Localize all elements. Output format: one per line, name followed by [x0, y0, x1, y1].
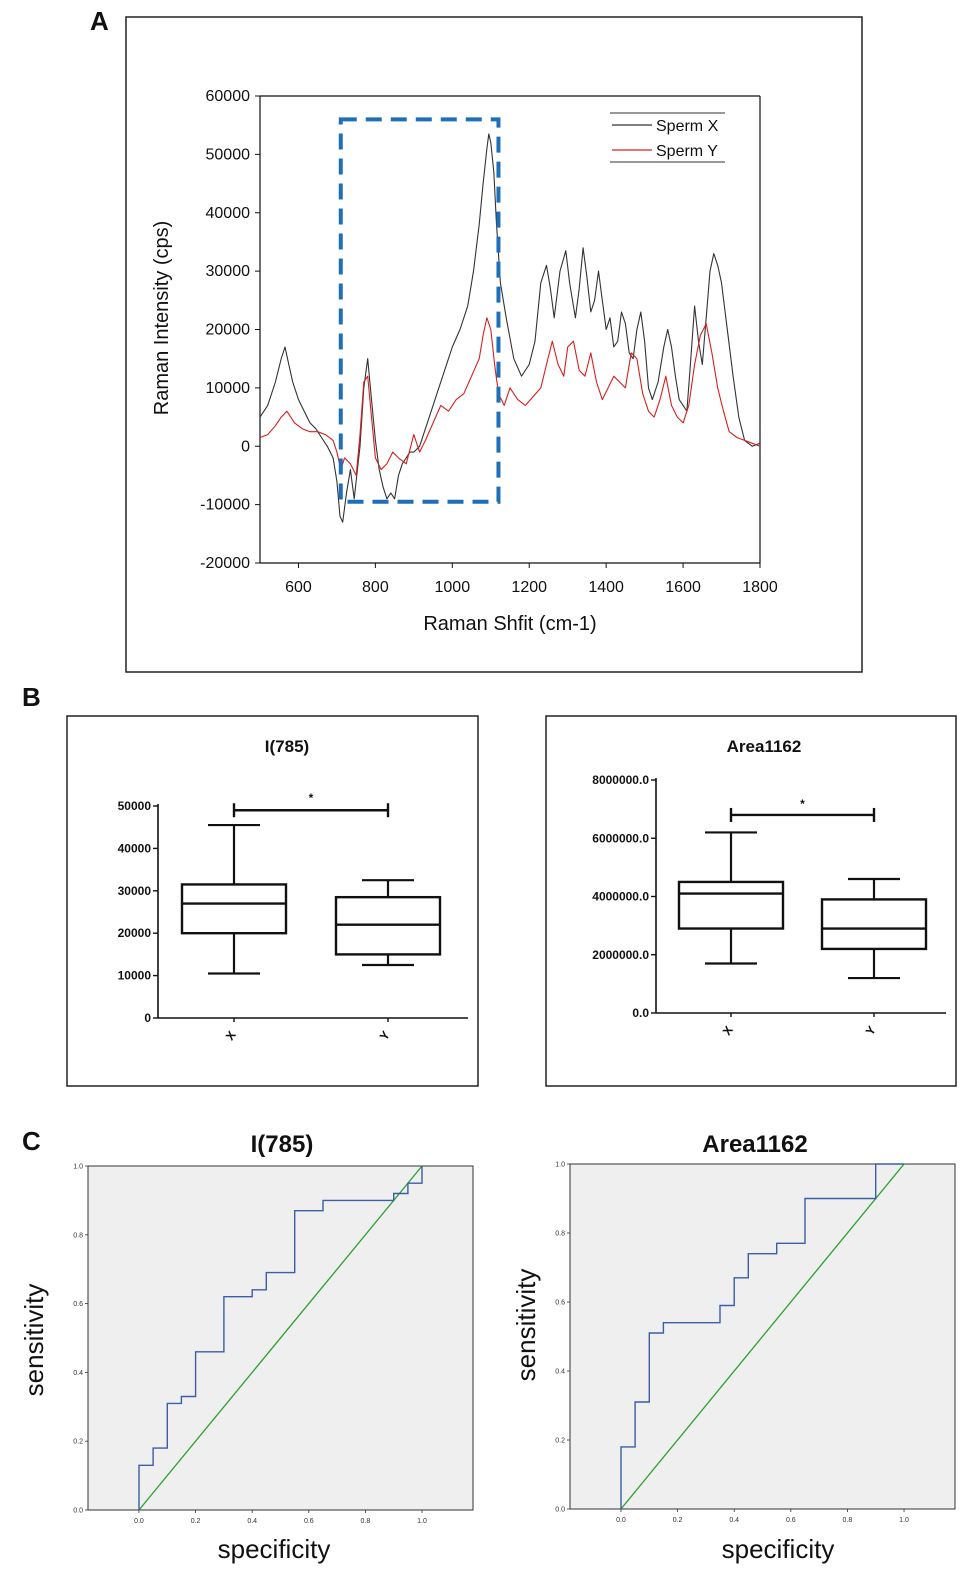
- roc-x-tick-label: 0.4: [729, 1517, 739, 1524]
- legend-label-sperm-x: Sperm X: [656, 118, 719, 135]
- box-X-category-label: X: [720, 1023, 736, 1038]
- roc-y-tick-label: 0.4: [555, 1369, 565, 1376]
- roc-x-tick-label: 0.8: [361, 1518, 371, 1525]
- boxplot-y-tick-label: 4000000.0: [592, 890, 649, 904]
- box-X-iqr: [677, 880, 785, 930]
- spectrum-y-tick-label: 50000: [206, 146, 251, 163]
- spectrum-legend: Sperm X Sperm Y: [610, 112, 725, 163]
- roc-area1162: Area1162 specificity sensitivity 0.0 0.0 0…: [511, 1131, 956, 1564]
- boxplot-y-tick-label: 6000000.0: [592, 831, 649, 845]
- spectrum-x-label: Raman Shfit (cm-1): [423, 613, 596, 635]
- spectrum-x-tick-label: 1400: [588, 579, 624, 596]
- box-Y-category-label: Y: [863, 1023, 879, 1038]
- roc-x-tick-label: 0.4: [247, 1518, 257, 1525]
- roc-i785: I(785) specificity sensitivity 0.0 0.0 0.2…: [19, 1131, 474, 1564]
- roc-x-tick-label: 1.0: [899, 1517, 909, 1524]
- spectrum-x-tick-label: 1600: [665, 579, 701, 596]
- spectrum-series-sperm-x: [259, 133, 761, 523]
- spectrum-x-tick-label: 1000: [435, 579, 471, 596]
- roc-i785-x-label: specificity: [218, 1534, 331, 1564]
- roc-x-tick-label: 0.2: [191, 1518, 201, 1525]
- roc-y-tick-label: 0.0: [555, 1507, 565, 1514]
- spectrum-y-tick-label: 20000: [206, 322, 251, 339]
- roc-y-tick-label: 0.0: [73, 1508, 83, 1515]
- boxplot-area1162: Area1162 0.0 2000000.0 4000000.0 6000000.0 8…: [592, 737, 946, 1038]
- spectrum-y-tick-label: 10000: [206, 380, 251, 397]
- legend-label-sperm-y: Sperm Y: [656, 143, 718, 160]
- spectrum-chart: Raman Shfit (cm-1) Raman Intensity (cps)…: [151, 88, 778, 635]
- roc-y-tick-label: 0.6: [555, 1300, 565, 1307]
- spectrum-x-tick-label: 1800: [742, 579, 778, 596]
- panel-a-frame: [125, 16, 863, 673]
- panel-label-b: B: [22, 682, 41, 712]
- panel-label-c: C: [22, 1126, 41, 1156]
- boxplot-y-tick-label: 10000: [118, 969, 152, 983]
- spectrum-y-label: Raman Intensity (cps): [151, 221, 173, 416]
- roc-y-tick-label: 0.8: [73, 1232, 83, 1239]
- roc-reference-line: [620, 1163, 905, 1510]
- boxplot-y-tick-label: 8000000.0: [592, 773, 649, 787]
- panel-label-a: A: [90, 6, 109, 36]
- roc-i785-y-label: sensitivity: [19, 1284, 49, 1397]
- spectrum-highlight-box: [338, 117, 501, 504]
- roc-x-tick-label: 1.0: [417, 1518, 427, 1525]
- roc-x-tick-label: 0.0: [616, 1517, 626, 1524]
- spectrum-y-tick-label: 0: [241, 438, 250, 455]
- spectrum-series-sperm-y: [259, 317, 761, 476]
- boxplot-y-tick-label: 0: [144, 1011, 151, 1025]
- box-Y-category-label: Y: [377, 1028, 393, 1043]
- boxplot-y-tick-label: 0.0: [632, 1006, 649, 1020]
- roc-y-tick-label: 1.0: [73, 1164, 83, 1171]
- box-X-category-label: X: [223, 1028, 239, 1043]
- roc-curve: [138, 1166, 423, 1510]
- roc-area1162-y-label: sensitivity: [511, 1269, 541, 1382]
- spectrum-x-tick-label: 800: [362, 579, 389, 596]
- roc-area1162-x-label: specificity: [722, 1534, 835, 1564]
- box-X-iqr: [180, 883, 288, 935]
- boxplot-y-tick-label: 20000: [118, 926, 152, 940]
- spectrum-y-tick-label: 30000: [206, 263, 251, 280]
- boxplot-i785-title: I(785): [265, 737, 309, 756]
- roc-y-tick-label: 0.2: [555, 1438, 565, 1445]
- roc-y-tick-label: 0.4: [73, 1370, 83, 1377]
- spectrum-x-tick-label: 600: [285, 579, 312, 596]
- roc-y-tick-label: 0.2: [73, 1439, 83, 1446]
- roc-x-tick-label: 0.8: [843, 1517, 853, 1524]
- roc-x-tick-label: 0.6: [304, 1518, 314, 1525]
- boxplot-area1162-title: Area1162: [727, 737, 802, 756]
- panel-b-left-frame: [66, 715, 479, 1087]
- roc-x-tick-label: 0.0: [134, 1518, 144, 1525]
- boxplot-y-tick-label: 2000000.0: [592, 948, 649, 962]
- roc-area1162-title: Area1162: [702, 1131, 807, 1158]
- boxplot-i785: I(785) 0 10000 20000 30000 40000 50000 X Y *: [118, 737, 468, 1043]
- boxplot-y-tick-label: 40000: [118, 841, 152, 855]
- roc-x-tick-label: 0.6: [786, 1517, 796, 1524]
- spectrum-y-tick-label: -20000: [200, 555, 250, 572]
- significance-marker: *: [800, 797, 805, 811]
- panel-b-right-frame: [545, 715, 957, 1087]
- spectrum-y-tick-label: -10000: [200, 497, 250, 514]
- significance-marker: *: [309, 791, 314, 805]
- roc-y-tick-label: 0.6: [73, 1301, 83, 1308]
- spectrum-y-tick-label: 60000: [206, 88, 251, 105]
- spectrum-y-tick-label: 40000: [206, 205, 251, 222]
- boxplot-y-tick-label: 30000: [118, 884, 152, 898]
- roc-curve: [620, 1163, 904, 1509]
- box-Y-iqr: [820, 898, 928, 951]
- roc-y-tick-label: 0.8: [555, 1231, 565, 1238]
- spectrum-x-tick-label: 1200: [511, 579, 547, 596]
- boxplot-y-tick-label: 50000: [118, 799, 152, 813]
- roc-reference-line: [138, 1165, 423, 1511]
- roc-i785-title: I(785): [251, 1131, 314, 1158]
- roc-x-tick-label: 0.2: [673, 1517, 683, 1524]
- roc-y-tick-label: 1.0: [555, 1162, 565, 1169]
